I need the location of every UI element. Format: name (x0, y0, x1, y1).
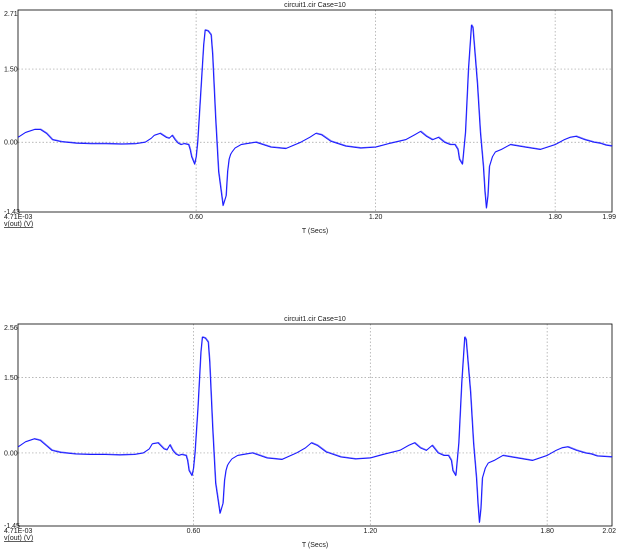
signal-label[interactable]: v(out) (V) (4, 535, 33, 542)
x-axis-label: T (Secs) (302, 542, 328, 549)
x-tick-label: 0.60 (187, 528, 201, 535)
x-tick-label: 1.20 (363, 528, 377, 535)
chart-1: circuit1.cir Case=10 2.71 1.50 0.00 -1.434.7… (4, 2, 616, 235)
plot-frame (17, 323, 613, 527)
series-line (17, 24, 613, 209)
y-tick-label: 1.50 (4, 67, 18, 74)
y-tick-label: -1.45 (4, 523, 20, 530)
y-tick-label: -1.43 (4, 209, 20, 216)
x-tick-label: 4.71E-03 (4, 214, 33, 221)
chart-title: circuit1.cir Case=10 (284, 2, 346, 9)
y-tick-label: 0.00 (4, 140, 18, 147)
x-tick-label: 1.80 (548, 214, 562, 221)
x-tick-label: 4.71E-03 (4, 528, 33, 535)
y-tick-label: 2.71 (4, 11, 18, 18)
series-line (17, 336, 613, 523)
signal-label[interactable]: v(out) (V) (4, 221, 33, 228)
series-line-overlay (18, 336, 613, 523)
chart-title: circuit1.cir Case=10 (284, 316, 346, 323)
series-line-overlay (18, 24, 613, 208)
x-tick-label: 1.80 (540, 528, 554, 535)
plot-frame (17, 9, 613, 213)
y-tick-label: 0.00 (4, 450, 18, 457)
y-tick-label: 1.50 (4, 375, 18, 382)
x-axis-label: T (Secs) (302, 228, 328, 235)
chart-2: circuit1.cir Case=10 2.56 1.50 0.00 -1.454.7… (4, 316, 616, 549)
y-tick-label: 2.56 (4, 325, 18, 332)
x-tick-label: 2.02 (602, 528, 616, 535)
x-tick-label: 1.20 (369, 214, 383, 221)
x-tick-label: 0.60 (189, 214, 203, 221)
x-tick-label: 1.99 (602, 214, 616, 221)
